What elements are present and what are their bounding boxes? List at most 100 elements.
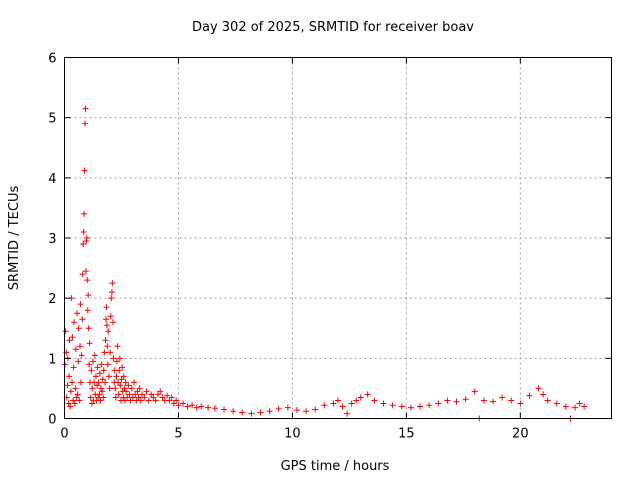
data-point	[517, 400, 524, 407]
data-point	[97, 385, 104, 392]
y-tick-label: 2	[48, 292, 56, 307]
data-point	[407, 404, 414, 411]
data-point	[116, 367, 123, 374]
y-axis-label: SRMTID / TECUs	[7, 186, 22, 291]
data-point	[102, 379, 109, 386]
x-tick-label: 10	[284, 427, 301, 442]
data-point	[344, 410, 351, 417]
data-point	[170, 400, 177, 407]
data-point	[71, 400, 78, 407]
data-point	[72, 385, 79, 392]
data-point	[94, 382, 101, 389]
data-point	[88, 400, 95, 407]
data-point	[129, 394, 136, 401]
data-point	[124, 394, 131, 401]
data-point	[312, 406, 319, 413]
data-point	[85, 325, 92, 332]
data-point	[275, 405, 282, 412]
data-point	[417, 403, 424, 410]
data-point	[109, 280, 116, 287]
data-point	[65, 400, 72, 407]
data-point	[230, 408, 237, 415]
data-point	[82, 268, 89, 275]
data-point	[80, 241, 87, 248]
data-point	[74, 310, 81, 317]
data-point	[205, 404, 212, 411]
data-point	[94, 364, 101, 371]
data-point	[123, 388, 130, 395]
data-point	[180, 400, 187, 407]
data-point	[138, 391, 145, 398]
data-point	[108, 295, 115, 302]
data-point	[118, 376, 125, 383]
data-point	[211, 405, 218, 412]
data-point	[348, 400, 355, 407]
data-point	[152, 397, 159, 404]
data-point	[76, 343, 83, 350]
data-point	[85, 292, 92, 299]
data-point	[113, 373, 120, 380]
data-point	[86, 361, 93, 368]
data-point	[131, 379, 138, 386]
y-tick-label: 6	[48, 52, 56, 67]
data-point	[78, 352, 85, 359]
data-point	[104, 343, 111, 350]
data-point	[335, 397, 341, 404]
data-point	[339, 403, 346, 410]
data-point	[581, 403, 588, 410]
data-point	[125, 382, 132, 389]
data-point	[105, 328, 112, 335]
data-point	[73, 394, 80, 401]
data-point	[70, 364, 77, 371]
data-point	[91, 352, 98, 359]
data-point	[95, 394, 102, 401]
data-point	[108, 289, 115, 296]
data-point	[97, 397, 104, 404]
data-point	[132, 391, 139, 398]
grid-lines	[64, 57, 612, 419]
data-point	[116, 355, 123, 362]
x-tick-label: 5	[174, 427, 182, 442]
data-point	[221, 406, 228, 413]
data-point	[462, 396, 469, 403]
data-point	[89, 385, 96, 392]
data-point	[84, 277, 91, 284]
data-point	[164, 392, 171, 399]
data-point	[103, 322, 110, 329]
data-point	[102, 316, 109, 323]
data-point	[330, 400, 337, 407]
data-point	[119, 364, 126, 371]
data-point	[444, 397, 451, 404]
data-point	[357, 394, 364, 401]
data-point	[96, 391, 103, 398]
data-point	[101, 349, 108, 356]
data-point	[426, 402, 433, 409]
data-point	[572, 404, 579, 411]
data-point	[135, 394, 142, 401]
data-point	[75, 325, 82, 332]
data-point	[535, 385, 542, 392]
data-point	[95, 379, 102, 386]
data-point	[371, 397, 378, 404]
data-point	[499, 394, 506, 401]
data-point	[75, 358, 82, 365]
data-point	[143, 388, 150, 395]
data-point	[480, 397, 487, 404]
data-point	[77, 301, 84, 308]
data-point	[84, 307, 91, 314]
data-point	[380, 400, 387, 407]
data-point	[77, 379, 84, 386]
data-point	[82, 105, 89, 112]
data-point	[87, 394, 94, 401]
data-point	[76, 397, 83, 404]
data-point	[189, 402, 196, 409]
data-point	[92, 373, 99, 380]
data-points	[61, 105, 588, 422]
data-point	[166, 397, 173, 404]
data-point	[148, 391, 155, 398]
data-point	[98, 361, 105, 368]
data-point	[175, 402, 182, 409]
data-point	[64, 382, 71, 389]
data-point	[113, 358, 120, 365]
